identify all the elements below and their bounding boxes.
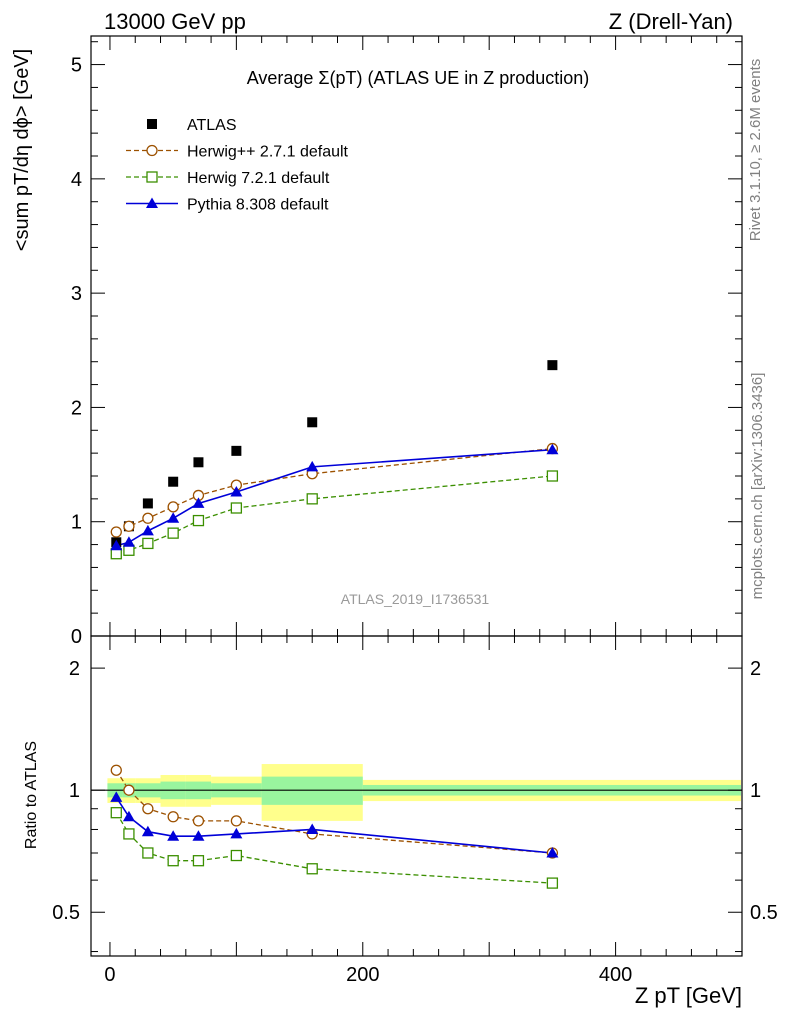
ratio-series-line (115, 812, 553, 884)
legend-marker (146, 144, 158, 157)
header-right-label: Z (Drell-Yan) (609, 9, 733, 34)
ratio-x-tick-label: 400 (599, 964, 632, 986)
ratio-panel: 0 200 400 0.5 0.5 1 1 2 2 Ratio to ATLAS Z pT [G… (23, 635, 778, 1008)
main-data-point (193, 457, 204, 468)
main-data-point (123, 520, 135, 532)
ratio-data-point (167, 855, 179, 867)
ratio-data-point (123, 828, 135, 840)
ratio-data-point (546, 846, 559, 858)
main-plot-layer: 0 1 2 3 4 5 (71, 36, 743, 648)
main-data-point (230, 502, 243, 514)
ratio-data-point (192, 855, 205, 867)
ratio-data-point (110, 807, 122, 819)
ratio-y-tick-label: 1 (69, 780, 80, 802)
main-data-point (110, 526, 122, 538)
main-data-point (546, 470, 559, 482)
main-data-point (110, 539, 123, 551)
ratio-data-point (306, 863, 318, 875)
legend-entry-label: Herwig 7.2.1 default (187, 170, 330, 187)
main-data-point (306, 460, 319, 472)
main-data-point (142, 512, 154, 524)
main-data-point (192, 497, 205, 508)
ratio-data-point (110, 764, 122, 776)
main-y-tick-label: 2 (71, 397, 82, 419)
main-data-point (167, 501, 179, 513)
legend-entry-label: Pythia 8.308 default (187, 197, 329, 214)
ratio-frame (90, 635, 743, 957)
ratio-data-point (123, 784, 135, 796)
ratio-data-point (192, 815, 205, 827)
main-data-point (142, 498, 153, 509)
ratio-x-tick-label: 0 (104, 964, 115, 986)
ratio-plot-layer: 0 200 400 0.5 0.5 1 1 2 2 (52, 636, 778, 986)
main-title: Average Σ(pT) (ATLAS UE in Z production) (247, 68, 590, 88)
header-left-label: 13000 GeV pp (104, 9, 246, 34)
main-data-point (230, 486, 243, 497)
main-data-point (167, 527, 179, 539)
ratio-y-tick-label-right: 2 (750, 658, 761, 680)
main-y-tick-label: 3 (71, 283, 82, 305)
main-data-point (307, 417, 318, 428)
ratio-data-point (230, 849, 243, 862)
main-data-point (142, 537, 154, 550)
ratio-y-tick-label-right: 1 (750, 780, 761, 802)
main-data-point (192, 514, 205, 527)
main-data-point (546, 443, 559, 455)
main-data-point (547, 360, 558, 371)
ratio-data-point (110, 791, 123, 802)
ratio-ylabel: Ratio to ATLAS (23, 741, 40, 849)
rivet-side-label: Rivet 3.1.10, ≥ 2.6M events (747, 59, 764, 242)
main-data-point (306, 493, 318, 505)
main-data-point (141, 524, 154, 536)
ratio-x-tick-label: 200 (346, 964, 379, 986)
ratio-data-point (167, 830, 180, 841)
main-series-line (116, 447, 553, 533)
legend-marker (147, 119, 157, 129)
mcplots-side-label: mcplots.cern.ch [arXiv:1306.3436] (749, 373, 766, 600)
main-panel: 0 1 2 3 4 5 Average Σ(pT) (ATLAS UE in Z prod… (11, 35, 743, 648)
main-data-point (231, 445, 242, 456)
ratio-data-point (230, 827, 243, 839)
ratio-data-point (306, 823, 319, 834)
legend-marker (146, 171, 158, 183)
ratio-data-point (122, 810, 135, 822)
ratio-y-tick-label-right: 0.5 (750, 902, 778, 924)
main-y-tick-label: 5 (71, 55, 82, 77)
ratio-data-point (142, 803, 154, 815)
main-ylabel: <sum pT/dη dϕ> [GeV] (11, 49, 33, 251)
legend-entry-label: Herwig++ 2.7.1 default (187, 144, 349, 161)
main-series-line (116, 448, 553, 547)
ratio-data-point (142, 847, 154, 859)
watermark-label: ATLAS_2019_I1736531 (341, 591, 490, 607)
legend-marker (146, 197, 158, 208)
main-data-point (168, 476, 179, 487)
ratio-data-point (546, 877, 559, 889)
ratio-xlabel: Z pT [GeV] (635, 983, 742, 1008)
main-series-line (116, 475, 553, 555)
ratio-data-point (192, 830, 205, 841)
main-data-point (122, 536, 135, 547)
main-y-tick-label: 4 (71, 169, 82, 191)
legend-entry-label: ATLAS (187, 117, 237, 134)
main-data-point (167, 512, 180, 523)
legend: ATLAS Herwig++ 2.7.1 default Herwig 7.2.1 … (126, 117, 349, 214)
main-y-tick-label: 0 (71, 626, 82, 648)
ratio-y-tick-label: 2 (69, 658, 80, 680)
ratio-data-point (230, 815, 243, 827)
ratio-data-point (167, 811, 179, 823)
main-y-tick-label: 1 (71, 512, 82, 534)
ratio-data-point (141, 825, 154, 837)
ratio-y-tick-label: 0.5 (52, 902, 80, 924)
